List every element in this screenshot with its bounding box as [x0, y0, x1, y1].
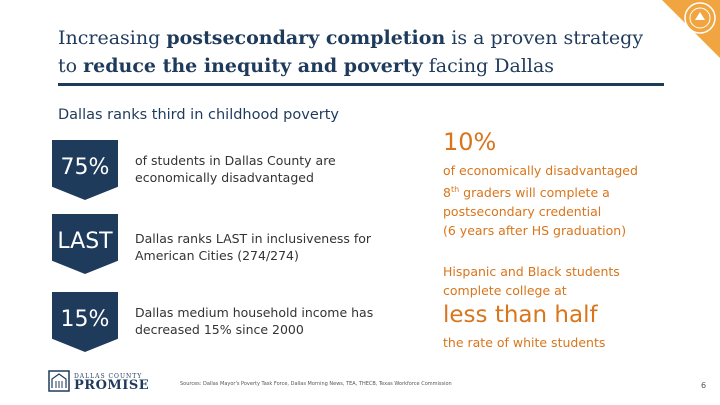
building-icon [48, 370, 70, 392]
white-students-text: the rate of white students [443, 335, 606, 350]
stat-badge-15-percent: 15% [52, 292, 118, 352]
stat-text-income: Dallas medium household income has decre… [135, 305, 374, 337]
hispanic-black-text: Hispanic and Black students complete col… [443, 264, 620, 298]
page-number: 6 [701, 381, 707, 390]
stat-badge-75-percent: 75% [52, 140, 118, 200]
section-subheading: Dallas ranks third in childhood poverty [58, 107, 339, 123]
completion-description: of economically disadvantaged 8th grader… [443, 163, 638, 239]
stat-text-disadvantaged: of students in Dallas County are economi… [135, 153, 336, 185]
seal-icon [662, 0, 720, 58]
less-than-half-text: less than half [443, 302, 598, 328]
stat-badge-last: LAST [52, 214, 118, 274]
stat-text-inclusiveness: Dallas ranks LAST in inclusiveness for A… [135, 231, 372, 263]
page-title: Increasing postsecondary completion is a… [58, 27, 644, 77]
dallas-county-promise-logo: DALLAS COUNTY PROMISE [48, 370, 149, 392]
big-stat-10-percent: 10% [443, 128, 497, 156]
title-underline [58, 83, 664, 86]
sources-footnote: Sources: Dallas Mayor's Poverty Task For… [180, 381, 452, 387]
